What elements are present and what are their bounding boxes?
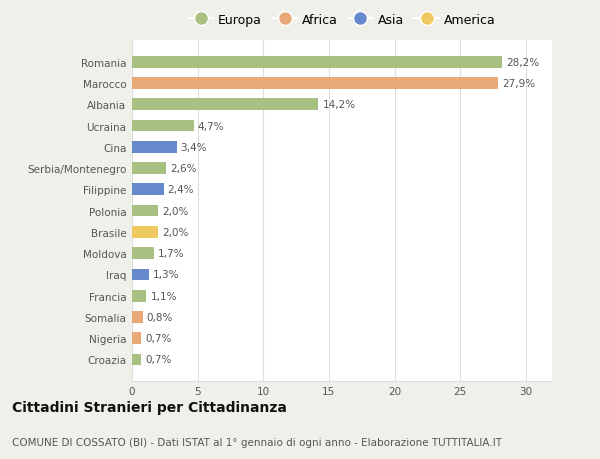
Bar xyxy=(132,248,154,259)
Bar xyxy=(132,99,319,111)
Text: 4,7%: 4,7% xyxy=(197,121,224,131)
Text: 1,7%: 1,7% xyxy=(158,249,185,258)
Bar xyxy=(132,290,146,302)
Text: 0,8%: 0,8% xyxy=(146,312,173,322)
Bar xyxy=(132,163,166,174)
Bar xyxy=(132,120,194,132)
Bar xyxy=(132,311,143,323)
Bar xyxy=(132,333,141,344)
Bar xyxy=(132,142,176,153)
Text: 28,2%: 28,2% xyxy=(506,57,539,67)
Text: 1,1%: 1,1% xyxy=(151,291,177,301)
Bar xyxy=(132,354,141,365)
Bar xyxy=(132,57,502,68)
Text: 27,9%: 27,9% xyxy=(502,79,535,89)
Bar xyxy=(132,184,163,196)
Legend: Europa, Africa, Asia, America: Europa, Africa, Asia, America xyxy=(183,8,501,31)
Bar xyxy=(132,227,158,238)
Text: COMUNE DI COSSATO (BI) - Dati ISTAT al 1° gennaio di ogni anno - Elaborazione TU: COMUNE DI COSSATO (BI) - Dati ISTAT al 1… xyxy=(12,437,502,447)
Text: 2,6%: 2,6% xyxy=(170,164,197,174)
Text: 14,2%: 14,2% xyxy=(322,100,355,110)
Text: Cittadini Stranieri per Cittadinanza: Cittadini Stranieri per Cittadinanza xyxy=(12,400,287,414)
Text: 1,3%: 1,3% xyxy=(153,270,179,280)
Bar xyxy=(132,269,149,280)
Text: 2,0%: 2,0% xyxy=(162,206,188,216)
Bar xyxy=(132,78,498,90)
Text: 3,4%: 3,4% xyxy=(181,142,207,152)
Text: 2,4%: 2,4% xyxy=(167,185,194,195)
Text: 2,0%: 2,0% xyxy=(162,227,188,237)
Text: 0,7%: 0,7% xyxy=(145,334,172,343)
Text: 0,7%: 0,7% xyxy=(145,355,172,365)
Bar xyxy=(132,205,158,217)
